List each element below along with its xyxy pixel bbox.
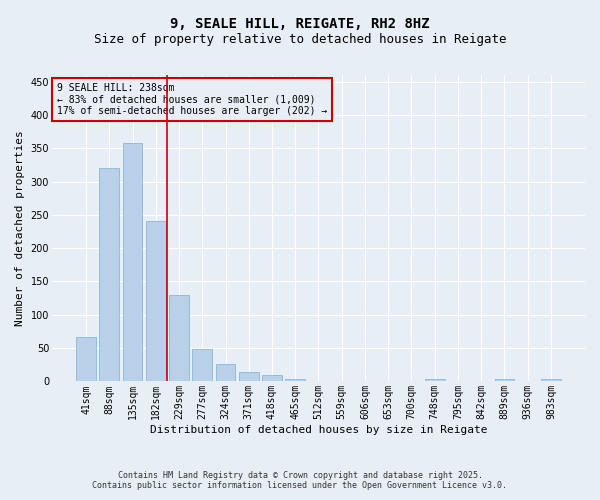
Bar bbox=[239, 372, 259, 382]
Bar bbox=[169, 295, 189, 382]
Bar bbox=[494, 380, 514, 382]
Bar bbox=[541, 380, 561, 382]
Text: Size of property relative to detached houses in Reigate: Size of property relative to detached ho… bbox=[94, 32, 506, 46]
Bar bbox=[193, 349, 212, 382]
Bar bbox=[262, 376, 282, 382]
Bar bbox=[286, 380, 305, 382]
X-axis label: Distribution of detached houses by size in Reigate: Distribution of detached houses by size … bbox=[150, 425, 487, 435]
Bar bbox=[122, 143, 142, 382]
Text: 9 SEALE HILL: 238sqm
← 83% of detached houses are smaller (1,009)
17% of semi-de: 9 SEALE HILL: 238sqm ← 83% of detached h… bbox=[57, 82, 328, 116]
Text: Contains HM Land Registry data © Crown copyright and database right 2025.
Contai: Contains HM Land Registry data © Crown c… bbox=[92, 470, 508, 490]
Bar bbox=[215, 364, 235, 382]
Bar bbox=[425, 380, 445, 382]
Bar bbox=[146, 221, 166, 382]
Text: 9, SEALE HILL, REIGATE, RH2 8HZ: 9, SEALE HILL, REIGATE, RH2 8HZ bbox=[170, 18, 430, 32]
Bar bbox=[100, 168, 119, 382]
Bar bbox=[308, 381, 328, 382]
Bar bbox=[76, 337, 96, 382]
Y-axis label: Number of detached properties: Number of detached properties bbox=[15, 130, 25, 326]
